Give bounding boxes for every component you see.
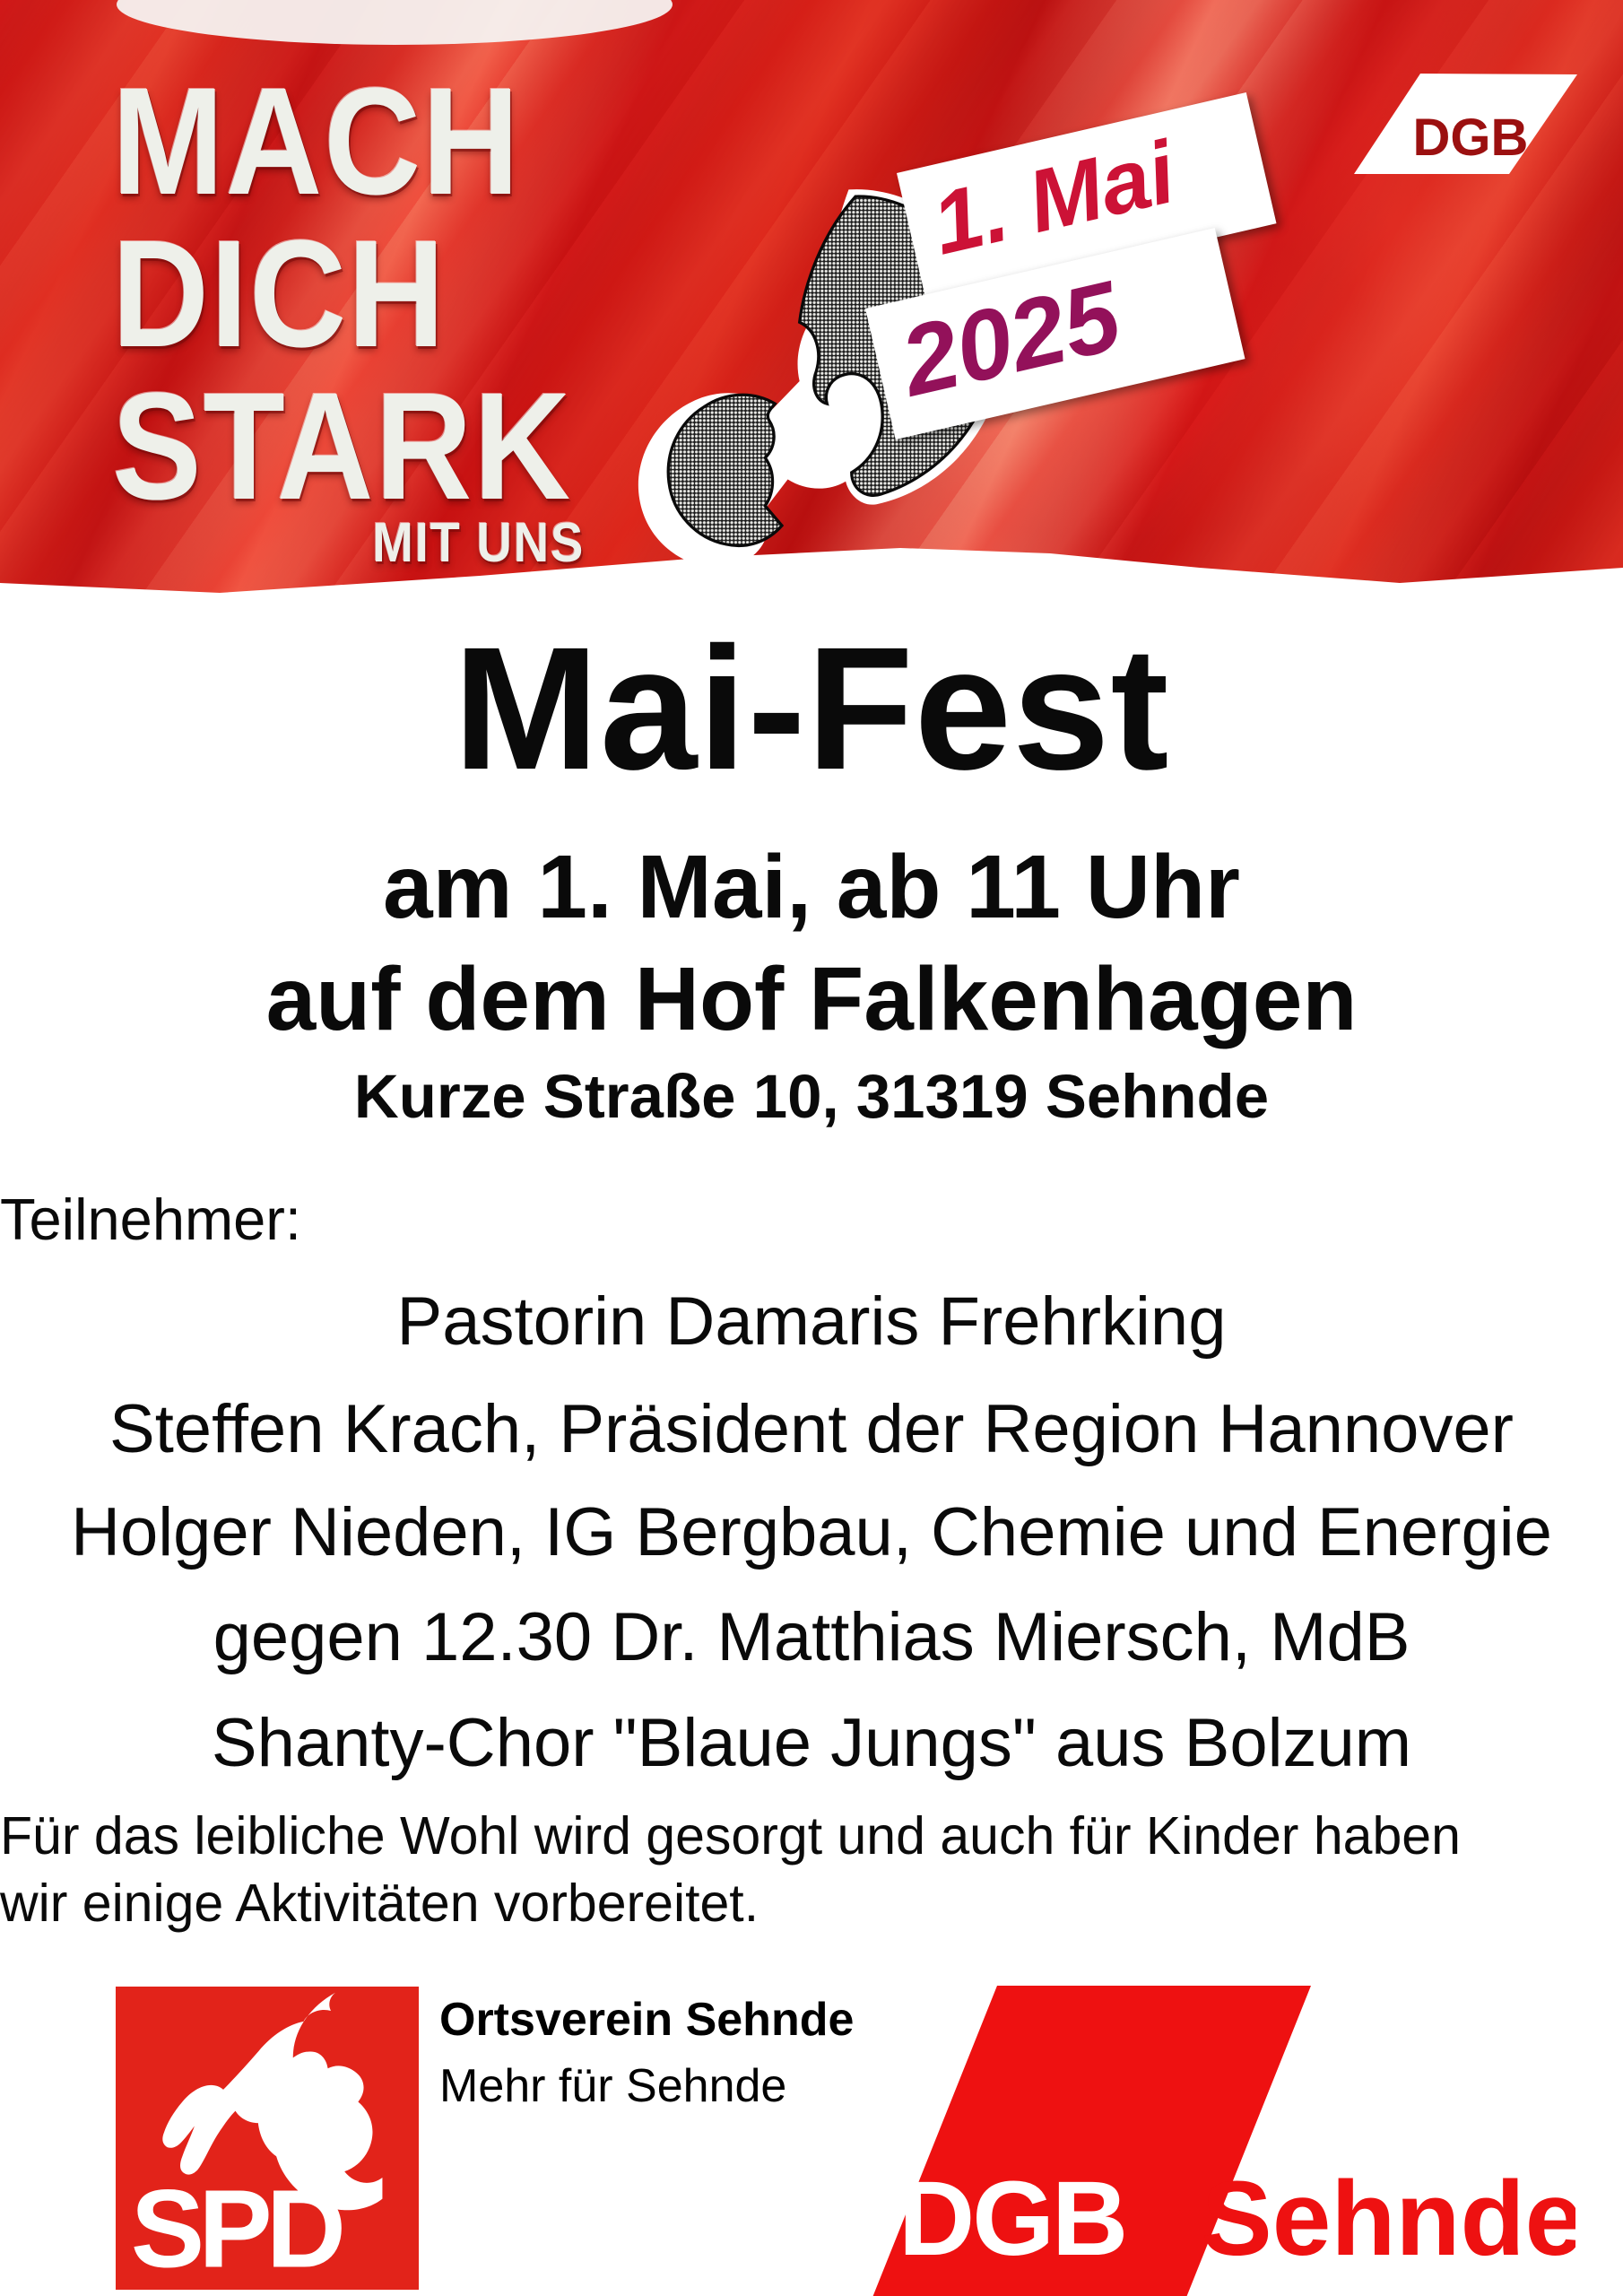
svg-text:DGB: DGB (1413, 109, 1529, 167)
svg-text:SPD: SPD (131, 2168, 342, 2290)
svg-text:Sehnde: Sehnde (1202, 2160, 1575, 2278)
svg-text:DGB: DGB (898, 2160, 1125, 2278)
